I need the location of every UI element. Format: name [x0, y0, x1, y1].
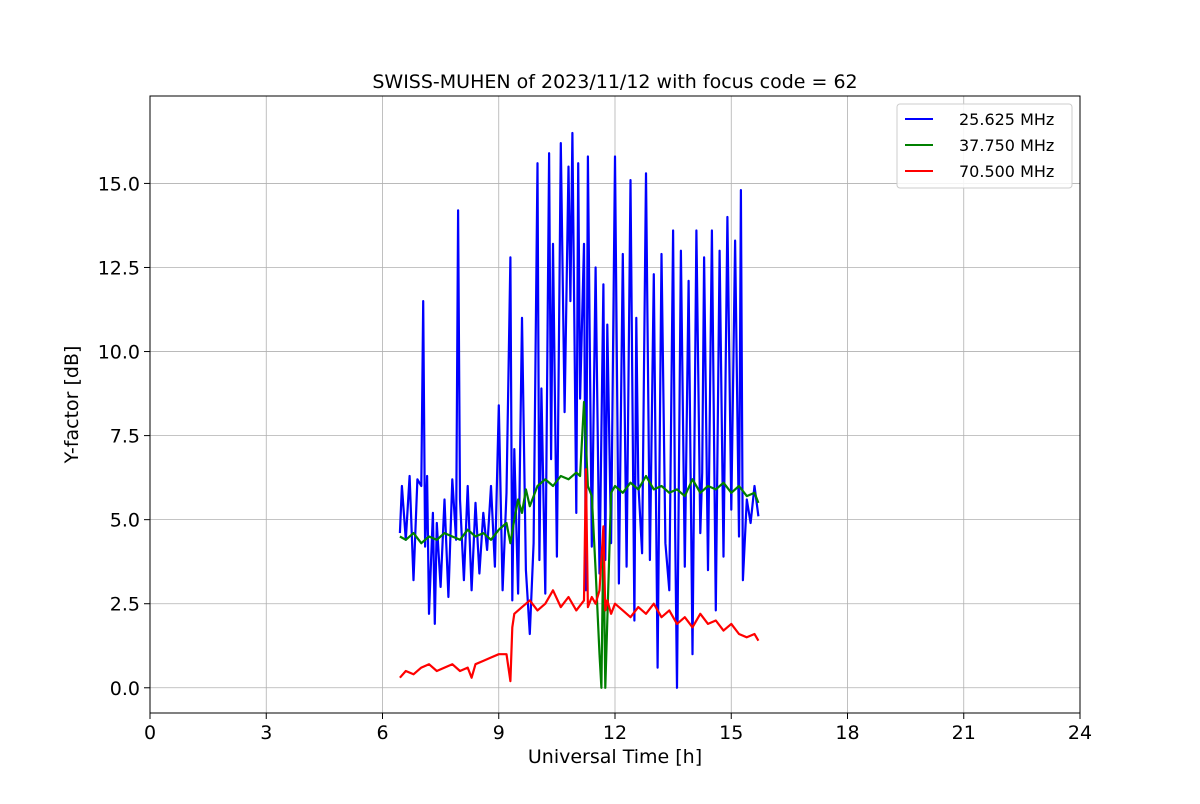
x-tick-label: 15	[719, 722, 743, 744]
y-tick-label: 15.0	[98, 173, 140, 195]
y-tick-label: 2.5	[110, 594, 140, 616]
axis-ticks: 0 3 6 9 12 15 18 21 24 0.0 2.5 5.0 7.5 10.0 12.5 15.0	[98, 173, 1092, 744]
y-tick-label: 0.0	[110, 678, 140, 700]
x-tick-label: 9	[493, 722, 505, 744]
series-line-3	[399, 468, 760, 683]
x-tick-label: 21	[952, 722, 976, 744]
y-tick-label: 7.5	[110, 426, 140, 448]
chart-title: SWISS-MUHEN of 2023/11/12 with focus cod…	[372, 71, 857, 93]
x-tick-label: 18	[835, 722, 859, 744]
x-tick-label: 12	[603, 722, 627, 744]
series-line-1	[398, 131, 760, 689]
legend-label: 25.625 MHz	[959, 110, 1054, 129]
x-tick-label: 3	[260, 722, 272, 744]
x-tick-label: 0	[144, 722, 156, 744]
y-tick-label: 5.0	[110, 510, 140, 532]
legend-label: 70.500 MHz	[959, 162, 1054, 181]
series-lines	[398, 131, 760, 689]
x-axis-label: Universal Time [h]	[528, 746, 702, 768]
legend: 25.625 MHz 37.750 MHz 70.500 MHz	[896, 103, 1073, 189]
legend-label: 37.750 MHz	[959, 136, 1054, 155]
y-tick-label: 10.0	[98, 342, 140, 364]
x-tick-label: 24	[1068, 722, 1092, 744]
y-axis-label: Y-factor [dB]	[61, 346, 83, 465]
x-tick-label: 6	[376, 722, 388, 744]
series-line-2	[399, 400, 760, 689]
legend-box	[896, 103, 1073, 189]
y-tick-label: 12.5	[98, 257, 140, 279]
